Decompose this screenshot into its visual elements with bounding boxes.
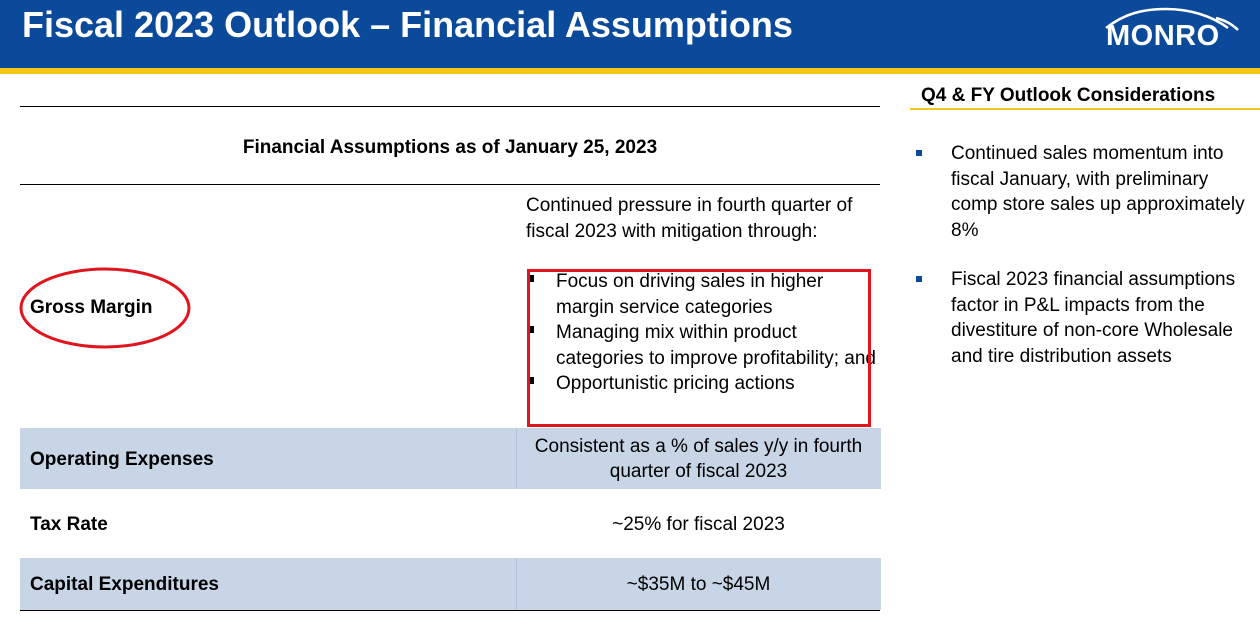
table-row-band-operating-expenses	[20, 428, 881, 489]
page-title: Fiscal 2023 Outlook – Financial Assumpti…	[22, 4, 793, 45]
gross-margin-bullets: Focus on driving sales in higher margin …	[526, 269, 876, 397]
monro-logo: MONRO	[1098, 4, 1248, 54]
highlight-ellipse	[19, 267, 191, 349]
bullet-text: Managing mix within product categories t…	[556, 322, 876, 369]
car-outline-icon	[1105, 7, 1239, 31]
sidebar-title-underline	[910, 108, 1260, 110]
bullet-text: Fiscal 2023 financial assumptions factor…	[951, 269, 1236, 367]
row-label-operating-expenses: Operating Expenses	[30, 449, 214, 470]
list-item: Continued sales momentum into fiscal Jan…	[914, 141, 1260, 243]
header-accent-stripe	[0, 68, 1260, 74]
column-divider	[516, 558, 517, 610]
bullet-square-icon	[529, 326, 534, 333]
list-item: Opportunistic pricing actions	[526, 371, 876, 397]
table-top-rule	[20, 106, 880, 107]
list-item: Managing mix within product categories t…	[526, 320, 876, 371]
header-bar	[0, 0, 1260, 68]
list-item: Fiscal 2023 financial assumptions factor…	[914, 267, 1260, 369]
table-title: Financial Assumptions as of January 25, …	[242, 137, 658, 158]
bullet-text: Continued sales momentum into fiscal Jan…	[951, 143, 1245, 241]
table-header-rule	[20, 184, 880, 185]
row-value-operating-expenses: Consistent as a % of sales y/y in fourth…	[534, 436, 863, 482]
row-label-capital-expenditures: Capital Expenditures	[30, 574, 219, 595]
highlight-box	[527, 269, 871, 427]
bullet-square-icon	[529, 275, 534, 282]
bullet-square-icon	[529, 377, 534, 384]
list-item: Focus on driving sales in higher margin …	[526, 269, 876, 320]
bullet-text: Focus on driving sales in higher margin …	[556, 271, 824, 318]
row-value-capital-expenditures: ~$35M to ~$45M	[626, 574, 771, 595]
column-divider	[516, 428, 517, 489]
sidebar-bullets: Continued sales momentum into fiscal Jan…	[914, 141, 1260, 393]
bullet-square-icon	[916, 150, 922, 156]
logo-text: MONRO	[1106, 20, 1220, 52]
table-bottom-rule	[20, 610, 880, 611]
table-row-band-capital-expenditures	[20, 558, 881, 610]
gross-margin-intro: Continued pressure in fourth quarter of …	[526, 195, 853, 242]
row-label-tax-rate: Tax Rate	[30, 514, 108, 535]
row-label-gross-margin: Gross Margin	[30, 297, 153, 318]
bullet-square-icon	[916, 276, 922, 282]
sidebar-title: Q4 & FY Outlook Considerations	[921, 85, 1216, 106]
row-value-tax-rate: ~25% for fiscal 2023	[612, 514, 785, 535]
bullet-text: Opportunistic pricing actions	[556, 373, 795, 394]
